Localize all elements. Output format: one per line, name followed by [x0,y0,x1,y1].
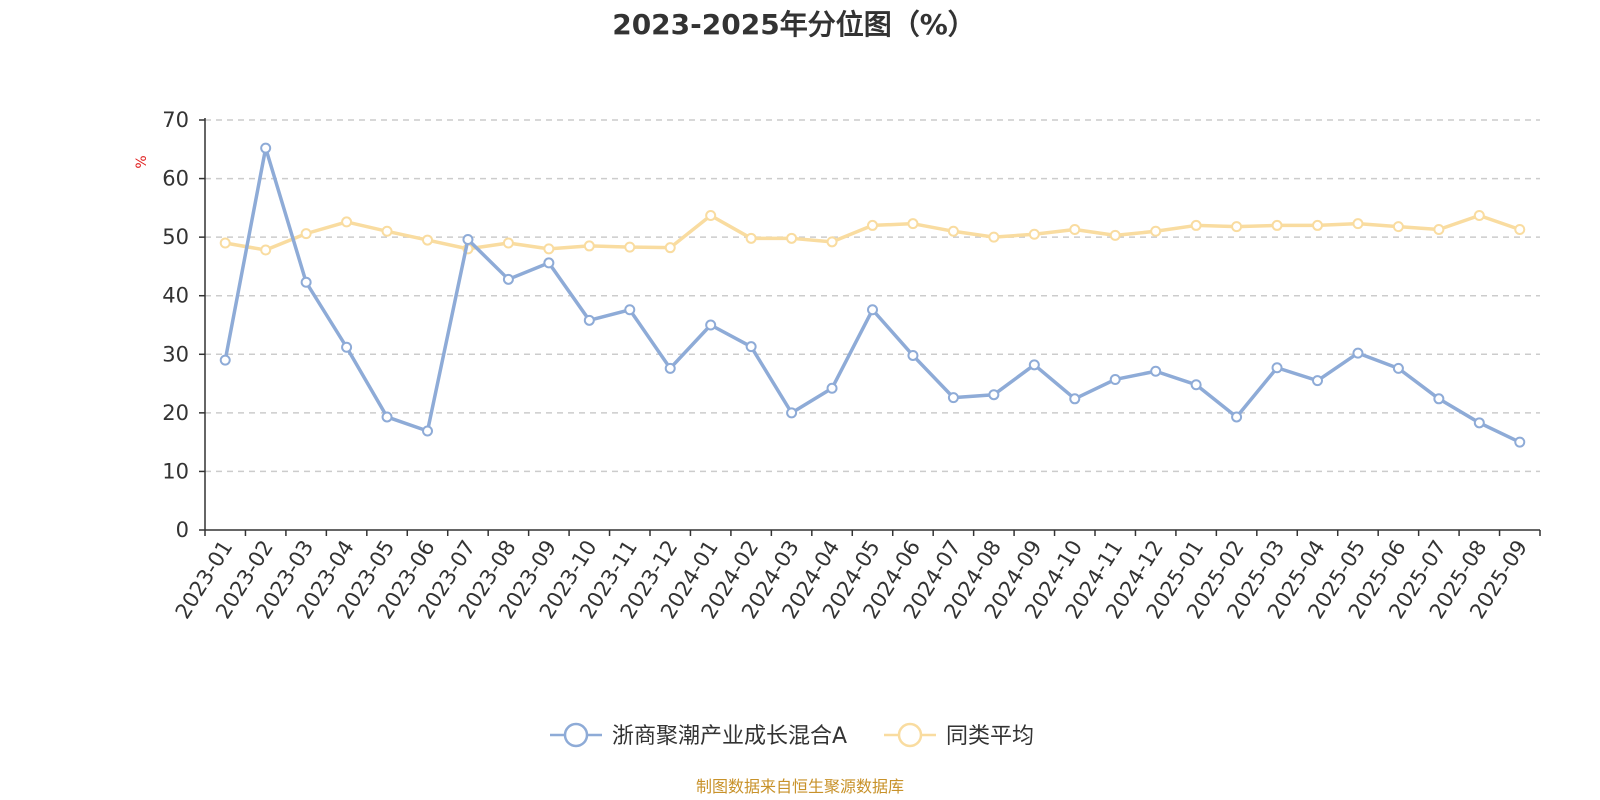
y-tick-label: 60 [162,167,189,191]
series-group [219,142,1526,448]
data-point[interactable] [624,241,636,253]
data-point[interactable] [1352,347,1364,359]
data-point[interactable] [462,233,474,245]
data-point[interactable] [260,142,272,154]
data-point[interactable] [1109,229,1121,241]
legend-marker [563,722,589,748]
gridlines [205,119,1540,473]
data-point[interactable] [988,231,1000,243]
data-point[interactable] [664,242,676,254]
legend: 浙商聚潮产业成长混合A 同类平均 [550,722,1034,749]
data-point[interactable] [1271,219,1283,231]
data-point[interactable] [705,319,717,331]
x-axis-ticks: 2023-012023-022023-032023-042023-052023-… [171,530,1541,623]
y-tick-label: 30 [162,342,189,366]
data-point[interactable] [947,225,959,237]
data-point[interactable] [300,228,312,240]
data-point[interactable] [1392,221,1404,233]
data-point[interactable] [1190,219,1202,231]
data-point[interactable] [1392,362,1404,374]
data-point[interactable] [341,341,353,353]
data-point[interactable] [1231,411,1243,423]
chart-title: 2023-2025年分位图（%） [612,8,976,41]
data-point[interactable] [907,218,919,230]
data-point[interactable] [947,392,959,404]
data-point[interactable] [907,349,919,361]
data-point[interactable] [1433,224,1445,236]
data-point[interactable] [1028,359,1040,371]
data-point[interactable] [1352,218,1364,230]
y-tick-label: 40 [162,284,189,308]
data-point[interactable] [1231,221,1243,233]
data-point[interactable] [867,304,878,316]
data-point[interactable] [867,219,878,231]
data-point[interactable] [422,234,433,246]
data-point[interactable] [826,236,838,248]
data-point[interactable] [786,232,798,244]
data-point[interactable] [1473,209,1485,221]
series-fund [219,142,1526,448]
data-point[interactable] [1312,375,1323,387]
data-point[interactable] [1312,219,1323,231]
legend-label: 同类平均 [946,724,1034,749]
data-point[interactable] [1514,224,1526,236]
data-point[interactable] [422,425,433,437]
data-point[interactable] [300,276,312,288]
data-point[interactable] [1514,436,1526,448]
y-tick-label: 10 [162,459,189,483]
source-note: 制图数据来自恒生聚源数据库 [696,777,904,796]
y-axis-unit: % [134,155,150,168]
data-point[interactable] [1069,224,1081,236]
series-peer-average [219,209,1526,256]
data-point[interactable] [988,389,1000,401]
data-point[interactable] [745,341,757,353]
data-point[interactable] [826,382,838,394]
data-point[interactable] [786,407,798,419]
data-point[interactable] [502,273,514,285]
data-point[interactable] [1190,379,1202,391]
data-point[interactable] [705,209,717,221]
data-point[interactable] [381,225,393,237]
data-point[interactable] [1271,362,1283,374]
legend-marker [897,722,923,748]
legend-item-peer-average[interactable]: 同类平均 [884,722,1034,749]
y-tick-label: 20 [162,401,189,425]
y-axis-ticks: 0 10 20 30 40 50 60 70 [162,108,205,542]
data-point[interactable] [260,244,272,256]
legend-label: 浙商聚潮产业成长混合A [612,724,847,749]
data-point[interactable] [1109,373,1121,385]
data-point[interactable] [381,411,393,423]
data-point[interactable] [219,237,231,249]
y-tick-label: 0 [176,518,189,542]
data-point[interactable] [1028,228,1040,240]
data-point[interactable] [1069,393,1081,405]
data-point[interactable] [583,240,595,252]
data-point[interactable] [1150,225,1162,237]
data-point[interactable] [341,216,353,228]
data-point[interactable] [664,362,676,374]
data-point[interactable] [219,354,231,366]
data-point[interactable] [1150,365,1162,377]
data-point[interactable] [543,243,555,255]
data-point[interactable] [583,314,595,326]
y-tick-label: 50 [162,225,189,249]
legend-item-fund[interactable]: 浙商聚潮产业成长混合A [550,722,847,749]
y-tick-label: 70 [162,108,189,132]
data-point[interactable] [1433,393,1445,405]
data-point[interactable] [745,232,757,244]
data-point[interactable] [502,237,514,249]
data-point[interactable] [1473,417,1485,429]
data-point[interactable] [624,304,636,316]
axes [204,118,1540,531]
data-point[interactable] [543,257,555,269]
